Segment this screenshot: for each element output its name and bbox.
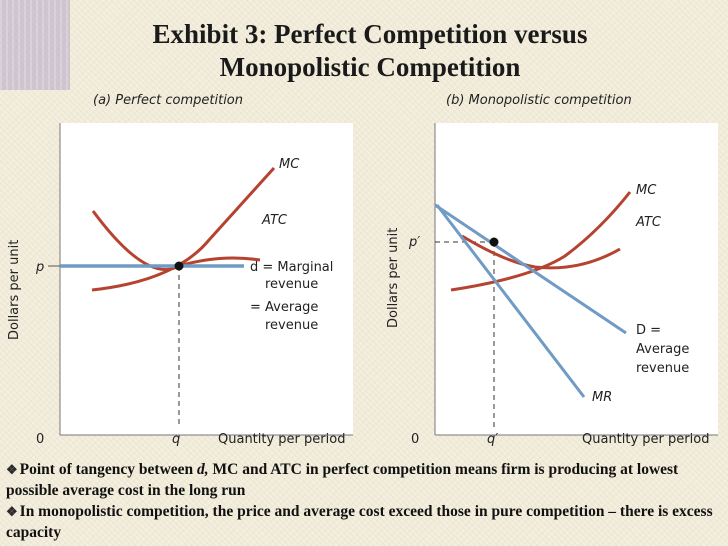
title-line-1: Exhibit 3: Perfect Competition versus: [152, 19, 588, 49]
panel-b-heading: (b) Monopolistic competition: [446, 93, 632, 108]
bullet-list: ❖ Point of tangency between d, MC and ATC…: [6, 459, 722, 543]
panel-a-plot-area: [60, 123, 353, 435]
panel-b-demand-label-2: Average: [636, 342, 689, 357]
bullet-1-text-b: MC and ATC in perfect competition means …: [6, 461, 679, 499]
title-line-2: Monopolistic Competition: [219, 52, 521, 82]
panel-b-y-axis-label: Dollars per unit: [386, 228, 401, 328]
bullet-2-text: In monopolistic competition, the price a…: [6, 503, 713, 541]
panel-b: (b) Monopolistic competition Dollars per…: [386, 93, 718, 447]
panel-a-demand-label-3: = Average: [250, 300, 318, 315]
panel-b-mr-line: [435, 204, 586, 398]
panel-a-heading: (a) Perfect competition: [93, 93, 243, 108]
panel-a-demand-label-2: revenue: [265, 277, 318, 292]
panel-a-atc-label: ATC: [261, 213, 288, 228]
diamond-bullet-icon: ❖: [6, 504, 18, 519]
panel-b-quantity-label: q′: [487, 432, 498, 447]
panel-a: (a) Perfect competition Dollars per unit…: [7, 93, 353, 447]
panel-b-mc-label: MC: [636, 183, 657, 198]
bullet-1: ❖ Point of tangency between d, MC and ATC…: [6, 459, 722, 501]
bullet-1-italic: d,: [197, 461, 209, 478]
panel-a-demand-label-1: d = Marginal: [250, 260, 333, 275]
panel-b-mc-curve: [450, 191, 632, 292]
diamond-bullet-icon: ❖: [6, 462, 18, 477]
panel-b-price-label: p′: [408, 235, 420, 250]
panel-a-x-axis-label: Quantity per period: [218, 432, 345, 447]
panel-b-atc-label: ATC: [635, 215, 662, 230]
panel-a-mc-label: MC: [279, 157, 300, 172]
panel-b-x-axis-label: Quantity per period: [582, 432, 709, 447]
panel-a-y-axis-label: Dollars per unit: [7, 240, 22, 340]
panel-b-atc-curve: [461, 234, 621, 270]
bullet-2: ❖ In monopolistic competition, the price …: [6, 501, 722, 543]
panel-a-price-label: p: [35, 260, 44, 275]
panel-b-demand-line: [434, 203, 627, 335]
slide-title: Exhibit 3: Perfect Competition versus Mo…: [70, 18, 670, 84]
corner-decoration: [0, 0, 70, 90]
panel-a-mc-curve: [91, 166, 276, 292]
exhibit-diagram: (a) Perfect competition Dollars per unit…: [7, 93, 718, 447]
panel-a-origin: 0: [36, 432, 44, 447]
panel-a-demand-label-4: revenue: [265, 318, 318, 333]
panel-b-origin: 0: [411, 432, 419, 447]
panel-b-plot-area: [435, 123, 718, 435]
panel-a-tangency-point: [174, 261, 184, 271]
panel-b-demand-label-3: revenue: [636, 361, 689, 376]
panel-b-tangency-point: [489, 237, 499, 247]
panel-b-mr-label: MR: [592, 390, 612, 405]
panel-b-demand-label-1: D =: [636, 323, 661, 338]
panel-a-quantity-label: q: [172, 432, 180, 447]
bullet-1-text-a: Point of tangency between: [19, 461, 198, 478]
